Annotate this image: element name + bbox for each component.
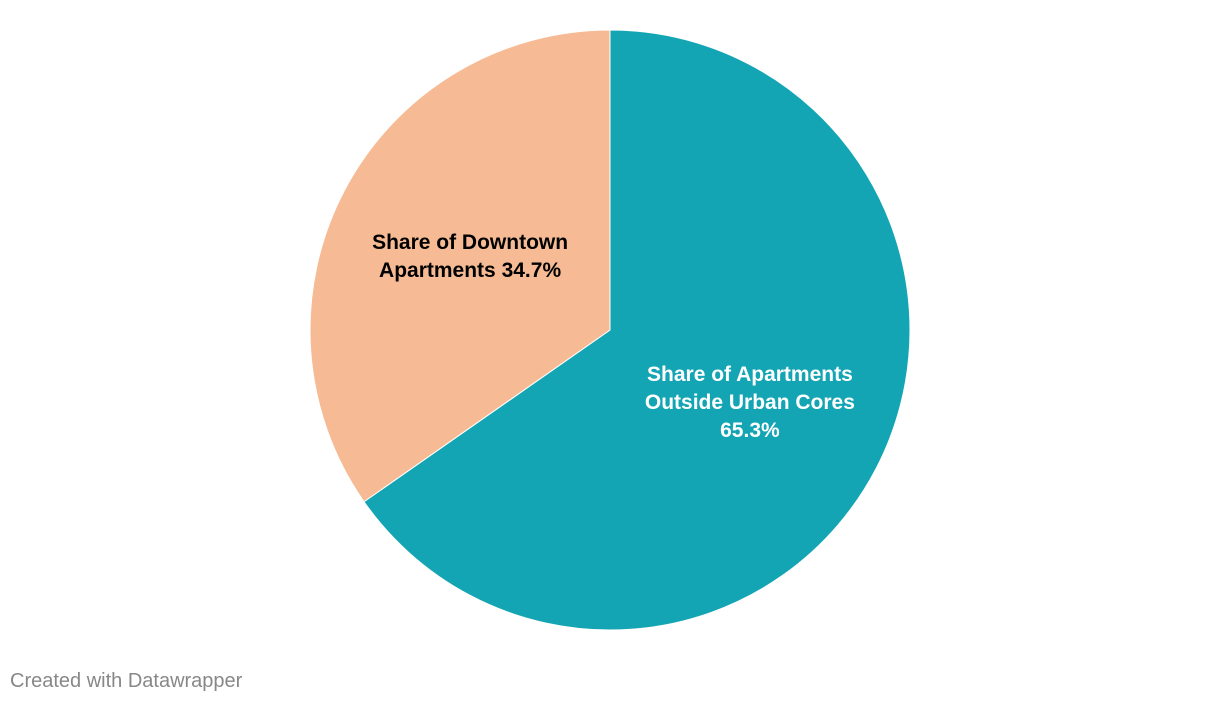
pie-slice <box>309 29 611 503</box>
slice-value: 34.7% <box>501 259 562 283</box>
pie-slice <box>363 29 911 631</box>
footer: Created with Datawrapper <box>10 670 243 692</box>
slice-label: Share of Apartments Outside Urban Cores … <box>630 361 870 445</box>
slice-value: 65.3% <box>720 418 780 442</box>
slice-label: Share of Downtown Apartments 34.7% <box>350 229 590 285</box>
slice-category: Share of Downtown Apartments <box>372 231 569 283</box>
slice-category: Share of Apartments Outside Urban Cores <box>644 362 855 414</box>
